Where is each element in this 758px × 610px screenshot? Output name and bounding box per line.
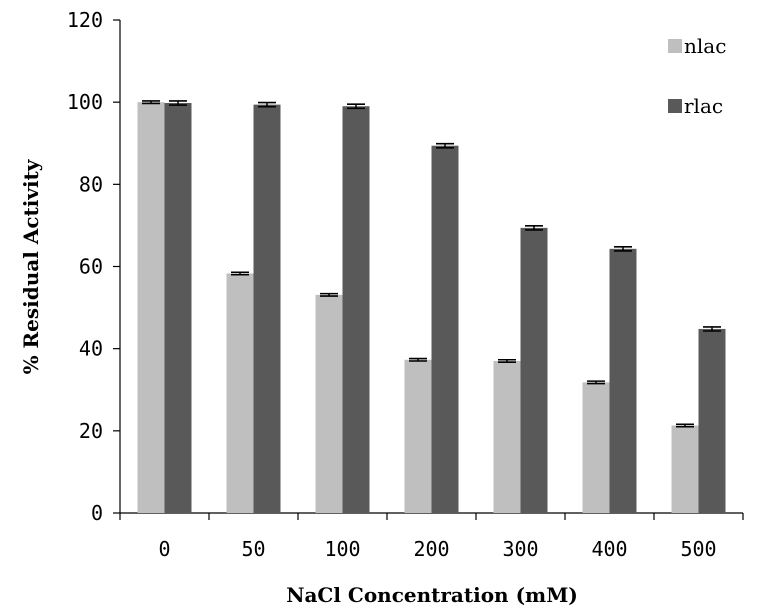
bar-rlac [342,106,370,514]
x-tick-label: 200 [413,537,449,561]
bar-nlac [315,294,343,513]
x-tick-label: 400 [591,537,627,561]
bar-nlac [226,273,254,513]
y-axis: 0 20 40 60 80 100 120 [67,8,121,525]
bar-nlac [493,360,521,513]
legend-swatch-rlac [668,99,682,113]
legend-label-nlac: nlac [684,34,726,58]
bar-nlac [671,425,699,513]
bar-nlac [582,382,610,513]
bar-rlac [520,227,548,514]
x-tick-label: 300 [502,537,538,561]
y-tick-label: 20 [79,419,103,443]
bar-rlac [253,104,281,514]
y-tick-label: 60 [79,255,103,279]
x-tick-label: 50 [241,537,265,561]
x-axis-title: NaCl Concentration (mM) [286,583,578,607]
bars [137,100,726,514]
y-tick-label: 100 [67,90,103,114]
y-axis-title: % Residual Activity [19,158,43,374]
x-axis: 0 50 100 200 300 400 500 [119,512,744,561]
bar-nlac [137,102,165,514]
y-tick-label: 120 [67,8,103,32]
bar-rlac [609,248,637,513]
x-tick-label: 100 [324,537,360,561]
bar-rlac [698,328,726,513]
legend-swatch-nlac [668,39,682,53]
bar-rlac [431,145,459,513]
y-tick-label: 40 [79,337,103,361]
legend: nlac rlac [668,34,726,118]
bar-nlac [404,359,432,513]
x-tick-label: 0 [158,537,170,561]
legend-label-rlac: rlac [684,94,723,118]
y-tick-label: 0 [91,501,103,525]
x-tick-label: 500 [680,537,716,561]
bar-rlac [164,102,192,513]
y-tick-label: 80 [79,172,103,196]
